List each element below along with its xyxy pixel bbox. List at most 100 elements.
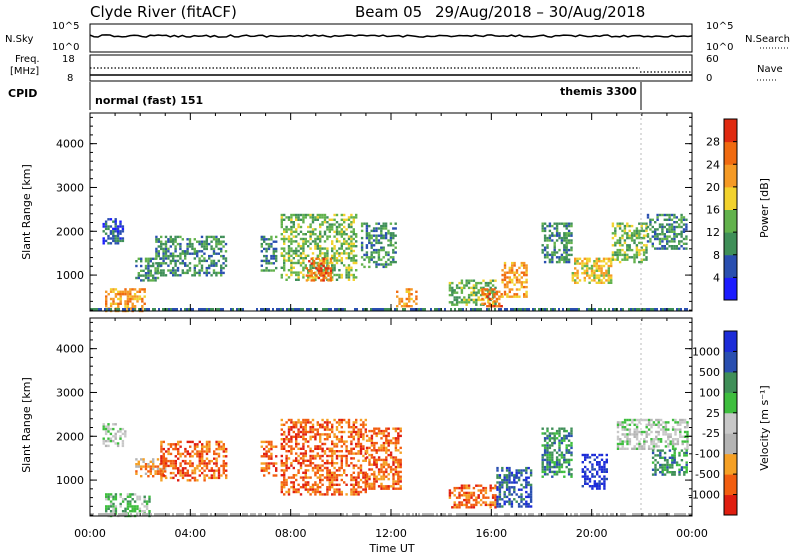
echo-cell	[174, 445, 177, 448]
echo-cell	[565, 244, 568, 247]
echo-cell	[640, 418, 644, 422]
echo-cell	[448, 293, 452, 297]
echo-cell	[489, 503, 492, 507]
echo-cell	[260, 467, 263, 470]
echo-cell	[392, 463, 395, 466]
echo-cell	[309, 235, 312, 238]
echo-cell	[345, 462, 348, 465]
echo-cell	[302, 247, 305, 250]
echo-cell	[285, 237, 288, 241]
echo-cell	[275, 462, 278, 465]
echo-cell	[610, 274, 613, 277]
ground-cell	[266, 513, 268, 516]
echo-cell	[299, 452, 303, 455]
echo-cell	[114, 437, 117, 440]
ground-cell	[172, 513, 174, 516]
echo-cell	[600, 465, 604, 469]
echo-cell	[350, 235, 353, 238]
echo-cell	[331, 474, 334, 477]
echo-cell	[160, 264, 163, 267]
echo-cell	[392, 251, 395, 254]
echo-cell	[472, 284, 476, 287]
echo-cell	[523, 285, 526, 289]
echo-cell	[267, 245, 271, 248]
echo-cell	[565, 241, 568, 245]
echo-cell	[654, 468, 657, 471]
ground-cell	[342, 513, 344, 516]
echo-cell	[329, 274, 333, 277]
echo-cell	[670, 245, 674, 248]
echo-cell	[511, 278, 514, 282]
echo-cell	[333, 223, 336, 226]
echo-cell	[181, 469, 185, 472]
echo-cell	[553, 439, 556, 442]
echo-cell	[475, 286, 478, 290]
echo-cell	[287, 216, 291, 219]
echo-cell	[143, 295, 146, 298]
echo-cell	[546, 449, 549, 452]
echo-cell	[287, 426, 291, 429]
echo-cell	[375, 458, 378, 462]
echo-cell	[126, 307, 130, 310]
echo-cell	[131, 498, 134, 501]
velocity-ylabel: Slant Range [km]	[20, 377, 33, 473]
echo-cell	[179, 464, 182, 468]
echo-cell	[124, 435, 127, 438]
echo-cell	[398, 302, 401, 305]
echo-cell	[415, 295, 418, 298]
echo-cell	[685, 471, 688, 474]
echo-cell	[666, 218, 669, 221]
echo-cell	[352, 261, 355, 265]
echo-cell	[600, 260, 603, 263]
echo-cell	[475, 293, 478, 297]
echo-cell	[635, 433, 639, 436]
echo-cell	[160, 245, 163, 248]
echo-cell	[285, 421, 288, 424]
echo-cell	[299, 435, 303, 438]
echo-cell	[345, 447, 348, 450]
echo-cell	[543, 473, 547, 476]
echo-cell	[645, 423, 648, 426]
echo-cell	[347, 257, 351, 260]
echo-cell	[186, 471, 189, 475]
echo-cell	[377, 222, 381, 225]
echo-cell	[280, 462, 283, 465]
ground-cell	[180, 308, 182, 311]
echo-cell	[133, 297, 137, 301]
echo-cell	[668, 230, 671, 233]
echo-cell	[314, 466, 317, 470]
echo-cell	[387, 253, 390, 257]
echo-cell	[571, 272, 574, 275]
echo-cell	[678, 240, 681, 243]
echo-cell	[105, 507, 108, 510]
echo-cell	[647, 423, 651, 426]
echo-cell	[581, 475, 584, 478]
echo-cell	[565, 437, 568, 440]
echo-cell	[635, 253, 639, 257]
ground-cell	[506, 513, 508, 516]
echo-cell	[174, 262, 177, 265]
ground-cell	[506, 308, 508, 311]
echo-cell	[558, 236, 561, 240]
echo-cell	[326, 474, 329, 477]
echo-cell	[543, 468, 547, 471]
echo-cell	[661, 466, 664, 469]
echo-cell	[162, 455, 165, 458]
echo-cell	[208, 450, 211, 453]
echo-cell	[359, 447, 363, 450]
echo-region	[280, 418, 367, 496]
echo-cell	[352, 228, 355, 231]
echo-cell	[363, 253, 366, 257]
echo-cell	[311, 435, 315, 438]
echo-cell	[126, 502, 130, 506]
echo-cell	[560, 258, 564, 261]
echo-cell	[169, 262, 172, 265]
echo-cell	[124, 302, 127, 305]
echo-cell	[186, 462, 189, 465]
echo-cell	[200, 269, 204, 272]
echo-cell	[203, 247, 206, 251]
echo-cell	[686, 442, 689, 446]
echo-cell	[200, 266, 204, 270]
echo-cell	[331, 440, 334, 443]
echo-cell	[350, 221, 353, 224]
